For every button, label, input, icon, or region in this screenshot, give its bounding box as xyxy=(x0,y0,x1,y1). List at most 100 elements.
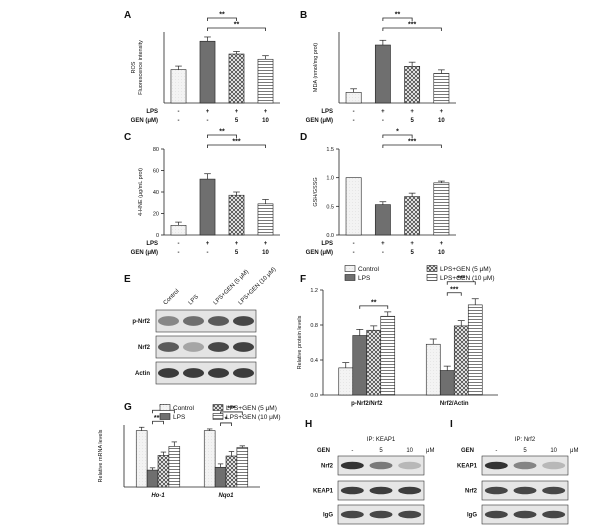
mda-bar xyxy=(404,66,421,104)
ros-condition-label: GEN (μM) xyxy=(131,118,158,124)
mda-bar-chart: MDA (nmol/mg prot)*****LPS - + + +GEN (μM) - -… xyxy=(306,12,456,124)
mda-sig-label: *** xyxy=(408,22,416,29)
blot-e-band xyxy=(158,368,179,378)
hne-sig-label: ** xyxy=(219,129,225,136)
gsh-condition-value: 5 xyxy=(410,250,414,256)
gsh-condition-value: + xyxy=(381,241,385,247)
coip-h-gen-label: GEN xyxy=(317,448,330,454)
mrna-ylabel: Relative mRNA levels xyxy=(98,429,104,482)
hne-condition-value: 5 xyxy=(235,250,239,256)
coip-h-row-label: Nrf2 xyxy=(321,464,334,470)
ros-condition-value: 5 xyxy=(235,118,239,124)
coip-h-band xyxy=(340,486,364,495)
gsh-sig-bracket xyxy=(382,144,442,148)
blot-e-lane-label: Control xyxy=(163,288,181,306)
mrna-bar xyxy=(135,430,148,488)
gsh-bar xyxy=(374,204,391,236)
gsh-sig-label: * xyxy=(396,129,399,136)
panel-d-label: D xyxy=(300,132,307,143)
protein-bar xyxy=(352,335,368,396)
mda-condition-value: 10 xyxy=(438,118,445,124)
ros-bar xyxy=(228,53,245,104)
ros-ylabel: ROS xyxy=(131,61,137,73)
hne-sig-bracket xyxy=(207,144,266,148)
blot-e-strip xyxy=(155,361,257,385)
protein-legend-swatch xyxy=(426,274,438,281)
panel-b-label: B xyxy=(300,10,307,21)
gsh-bar xyxy=(345,177,362,236)
ros-condition-value: + xyxy=(206,109,210,115)
coip-i-band xyxy=(513,510,537,519)
coip-i-dose-label: - xyxy=(495,448,497,454)
gsh-ytick-label: 1.5 xyxy=(326,147,334,153)
gsh-condition-value: 10 xyxy=(438,250,445,256)
blot-e-band xyxy=(183,316,204,326)
protein-bar xyxy=(338,367,354,396)
mrna-sig-bracket xyxy=(220,422,232,426)
protein-legend-swatch xyxy=(426,265,438,272)
protein-bar xyxy=(439,370,455,396)
mda-condition-value: + xyxy=(381,109,385,115)
hne-condition-value: 10 xyxy=(262,250,269,256)
protein-sig-label: *** xyxy=(457,275,465,282)
hne-bar xyxy=(170,225,187,236)
coip-i-band xyxy=(513,486,537,495)
protein-legend-swatch xyxy=(344,274,356,281)
coip-h-band xyxy=(398,461,422,470)
coip-h-dose-label: - xyxy=(351,448,353,454)
blot-e-strip xyxy=(155,335,257,359)
panel-f-label: F xyxy=(300,274,306,285)
mrna-legend-label: LPS xyxy=(173,414,186,421)
gsh-sig-bracket xyxy=(382,134,413,138)
mrna-bar xyxy=(203,430,216,488)
mrna-legend-label: LPS+GEN (5 μM) xyxy=(226,405,277,412)
mda-bar xyxy=(374,44,391,104)
protein-levels-chart: 0.0 0.4 0.8 1.2 Relative protein levels p-Nrf… xyxy=(297,265,498,407)
mrna-legend-label: LPS+GEN (10 μM) xyxy=(226,414,281,421)
mda-condition-value: - xyxy=(353,109,355,115)
mrna-sig-label: *** xyxy=(154,415,162,422)
hne-bar xyxy=(257,203,274,236)
blot-e-band xyxy=(233,316,254,326)
protein-ytick-label: 0.4 xyxy=(310,358,318,364)
protein-ytick-label: 1.2 xyxy=(310,288,318,294)
hne-condition-value: - xyxy=(178,241,180,247)
gsh-bar xyxy=(433,182,450,236)
blot-e-band xyxy=(208,342,229,352)
mda-sig-bracket xyxy=(382,27,442,31)
gsh-condition-value: - xyxy=(353,241,355,247)
blot-e-strip xyxy=(155,309,257,333)
panel-a-label: A xyxy=(124,10,131,21)
mrna-bar xyxy=(146,469,159,488)
coip-h-band xyxy=(340,461,364,470)
coip-i-row-label: KEAP1 xyxy=(457,464,478,470)
blot-e-row-label: Nrf2 xyxy=(138,345,151,351)
protein-bar xyxy=(425,343,441,396)
hne-condition-value: - xyxy=(207,250,209,256)
gsh-ytick-label: 0.5 xyxy=(326,204,334,210)
mrna-sig-bracket xyxy=(152,420,164,425)
mrna-legend-swatch xyxy=(212,404,224,411)
protein-bar xyxy=(467,304,483,396)
hne-bar xyxy=(199,178,216,236)
mrna-legend-swatch xyxy=(159,413,171,420)
western-blot-e: Control LPS LPS+GEN (5 μM)LPS+GEN (10 μM)p… xyxy=(132,267,277,385)
ros-bar xyxy=(170,69,187,104)
gsh-condition-label: LPS xyxy=(321,241,333,247)
gsh-sig-label: *** xyxy=(408,139,416,146)
coip-i-band xyxy=(484,510,508,519)
coip-h-ip-label: IP: KEAP1 xyxy=(367,437,396,443)
coip-h-band xyxy=(369,461,393,470)
mrna-legend-swatch xyxy=(159,404,171,411)
gsh-ylabel: GSH/GSSG xyxy=(313,177,319,206)
gsh-condition-value: + xyxy=(410,241,414,247)
coip-h-band xyxy=(398,486,422,495)
blot-e-lane-label: LPS xyxy=(188,294,200,306)
protein-sig-bracket xyxy=(359,305,389,309)
mda-condition-value: - xyxy=(382,118,384,124)
coip-h-unit-label: μM xyxy=(426,448,434,454)
coip-h-row-label: IgG xyxy=(323,513,333,519)
co-ip-keap1-blot: IP: KEAP1 GEN - 5 10 μM Nrf2 KEAP1 IgG xyxy=(313,437,434,525)
mda-ylabel: MDA (nmol/mg prot) xyxy=(313,43,319,92)
